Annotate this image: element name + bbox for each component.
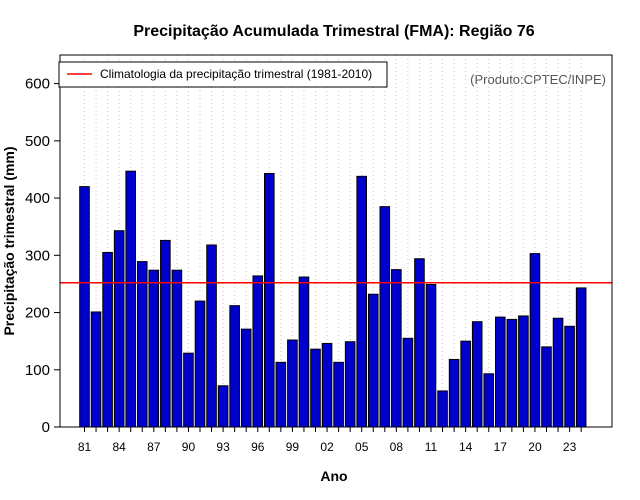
- x-tick-label-17: 17: [494, 440, 508, 454]
- legend: Climatologia da precipitação trimestral …: [58, 61, 388, 88]
- bar-21: [541, 346, 552, 428]
- bar-19: [518, 315, 529, 428]
- bars: [79, 170, 587, 428]
- bar-83: [102, 251, 113, 428]
- x-axis-label: Ano: [320, 468, 347, 484]
- y-tick-label-500: 500: [25, 133, 50, 150]
- x-tick-label-05: 05: [355, 440, 369, 454]
- bar-16: [483, 373, 495, 428]
- bar-22: [552, 317, 564, 428]
- bar-06: [367, 293, 379, 428]
- bar-02: [321, 342, 333, 428]
- bar-89: [171, 269, 183, 428]
- y-tick-label-100: 100: [25, 362, 50, 379]
- bar-03: [333, 361, 344, 428]
- x-tick-label-84: 84: [112, 440, 126, 454]
- bar-97: [264, 172, 275, 428]
- bar-86: [136, 261, 148, 428]
- x-tick-label-11: 11: [425, 440, 438, 454]
- bar-81: [79, 186, 90, 428]
- bar-09: [402, 337, 414, 428]
- bar-00: [298, 276, 310, 428]
- x-tick-label-20: 20: [528, 440, 542, 454]
- y-tick-label-200: 200: [25, 305, 50, 322]
- bar-10: [414, 258, 425, 428]
- chart-title: Precipitação Acumulada Trimestral (FMA):…: [133, 23, 534, 40]
- bar-08: [391, 269, 402, 428]
- bar-17: [495, 316, 506, 428]
- bar-99: [287, 339, 298, 428]
- bar-23: [564, 325, 575, 428]
- bar-92: [206, 244, 217, 428]
- bar-14: [460, 340, 471, 428]
- bar-07: [379, 206, 391, 428]
- y-tick-label-300: 300: [25, 247, 50, 264]
- bar-04: [344, 341, 356, 428]
- x-tick-label-93: 93: [216, 440, 230, 454]
- x-tick-label-96: 96: [251, 440, 265, 454]
- x-tick-label-87: 87: [147, 440, 161, 454]
- bar-13: [448, 358, 460, 428]
- bar-95: [240, 328, 252, 428]
- bar-84: [113, 230, 125, 428]
- bar-88: [160, 239, 171, 428]
- bar-12: [437, 390, 448, 428]
- x-tick-label-23: 23: [563, 440, 577, 454]
- bar-87: [148, 269, 160, 428]
- bar-90: [183, 352, 194, 428]
- product-credit: (Produto:CPTEC/INPE): [470, 72, 606, 87]
- x-tick-label-81: 81: [78, 440, 92, 454]
- bar-82: [90, 311, 102, 428]
- legend-climatology-label: Climatologia da precipitação trimestral …: [100, 67, 372, 81]
- bar-96: [252, 275, 264, 428]
- bar-98: [275, 361, 287, 428]
- bar-24: [575, 287, 587, 428]
- bar-94: [229, 305, 240, 428]
- bar-01: [310, 348, 321, 428]
- y-axis-label: Precipitação trimestral (mm): [1, 146, 17, 335]
- y-tick-label-0: 0: [42, 419, 50, 436]
- x-tick-label-08: 08: [390, 440, 404, 454]
- bar-91: [194, 300, 206, 428]
- bar-93: [217, 385, 229, 428]
- y-tick-label-400: 400: [25, 190, 50, 207]
- legend-box: [58, 61, 388, 88]
- bar-20: [529, 253, 541, 428]
- x-tick-label-90: 90: [182, 440, 196, 454]
- y-tick-label-600: 600: [25, 76, 50, 93]
- x-tick-label-14: 14: [459, 440, 473, 454]
- x-tick-label-02: 02: [320, 440, 334, 454]
- bar-18: [506, 318, 518, 428]
- x-tick-label-99: 99: [286, 440, 300, 454]
- bar-05: [356, 175, 367, 428]
- bar-11: [425, 283, 437, 428]
- bar-15: [471, 321, 483, 428]
- plot-frame: [59, 54, 613, 428]
- axes: 0 100 200 300 400 500 600 81 84 87 90 93 96 99 02 05 08 1…: [25, 54, 613, 454]
- bar-85: [125, 170, 137, 428]
